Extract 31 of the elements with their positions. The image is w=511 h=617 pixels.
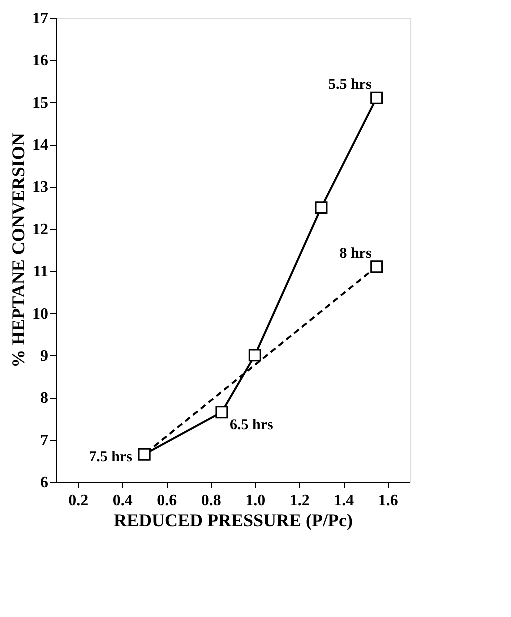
y-tick-label: 14 <box>32 137 48 154</box>
y-tick-label: 6 <box>40 474 48 492</box>
annotation: 8 hrs <box>340 246 372 262</box>
y-tick-label: 13 <box>32 179 48 196</box>
y-tick-label: 11 <box>33 264 48 281</box>
y-tick-label: 16 <box>32 52 48 70</box>
y-tick-label: 7 <box>40 432 48 450</box>
point <box>315 202 328 214</box>
x-tick-label: 0.4 <box>112 492 133 510</box>
y-tick-label: 17 <box>32 10 48 28</box>
y-tick-label: 8 <box>40 390 48 408</box>
point <box>248 349 262 362</box>
x-tick-label: 1.4 <box>334 492 354 510</box>
x-tick-label: 1.6 <box>378 492 398 510</box>
y-tick-label: 12 <box>32 221 48 238</box>
y-tick-label: 10 <box>32 306 48 323</box>
x-tick-label: 0.6 <box>157 492 178 510</box>
y-tick-label: 15 <box>32 94 48 112</box>
y-axis-title: % HEPTANE CONVERSION <box>8 133 28 368</box>
x-tick-label: 1.2 <box>290 492 310 510</box>
x-tick-label: 0.2 <box>68 492 89 510</box>
point <box>370 260 384 274</box>
x-tick-label: 1.0 <box>246 492 266 510</box>
x-tick-label: 0.8 <box>201 492 222 510</box>
point <box>370 92 384 104</box>
x-axis-title: REDUCED PRESSURE (P/Pc) <box>114 510 354 530</box>
annotation: 5.5 hrs <box>328 77 372 94</box>
y-tick-label: 9 <box>40 348 48 365</box>
annotation: 6.5 hrs <box>230 417 274 434</box>
annotation: 7.5 hrs <box>89 450 133 466</box>
point <box>216 406 228 419</box>
